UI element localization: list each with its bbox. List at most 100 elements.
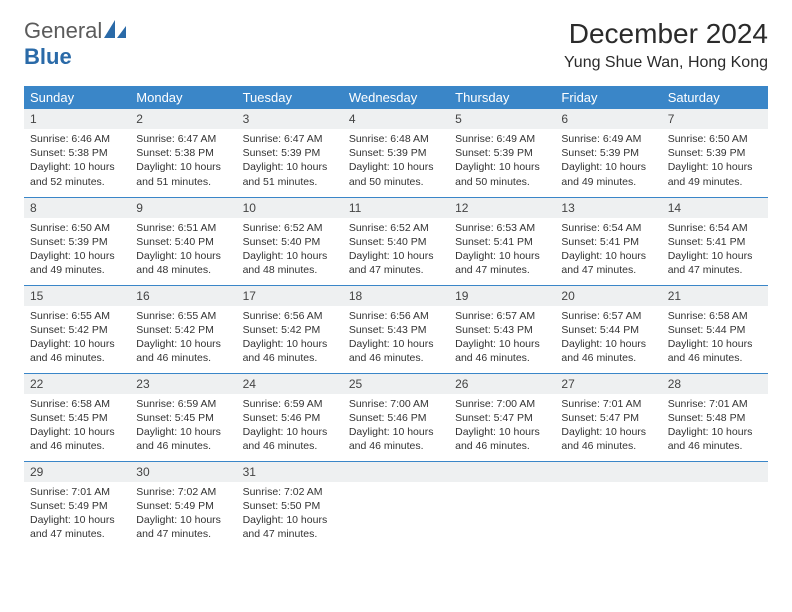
day-details: Sunrise: 6:48 AMSunset: 5:39 PMDaylight:… — [343, 129, 449, 195]
day-details: Sunrise: 6:59 AMSunset: 5:46 PMDaylight:… — [237, 394, 343, 460]
sunset-line: Sunset: 5:44 PM — [561, 324, 639, 336]
sunset-line: Sunset: 5:39 PM — [30, 236, 108, 248]
day-details — [662, 482, 768, 542]
day-number: 29 — [24, 462, 130, 482]
sunset-line: Sunset: 5:50 PM — [243, 500, 321, 512]
day-details: Sunrise: 6:56 AMSunset: 5:42 PMDaylight:… — [237, 306, 343, 372]
day-details: Sunrise: 6:58 AMSunset: 5:44 PMDaylight:… — [662, 306, 768, 372]
day-number: 3 — [237, 109, 343, 129]
daylight-line: Daylight: 10 hours and 46 minutes. — [668, 426, 753, 452]
sunset-line: Sunset: 5:39 PM — [243, 147, 321, 159]
brand-part1: General — [24, 18, 102, 43]
sunrise-line: Sunrise: 6:59 AM — [243, 398, 323, 410]
day-number: 24 — [237, 374, 343, 394]
daylight-line: Daylight: 10 hours and 46 minutes. — [30, 338, 115, 364]
calendar-cell: 16Sunrise: 6:55 AMSunset: 5:42 PMDayligh… — [130, 285, 236, 373]
sunrise-line: Sunrise: 7:00 AM — [455, 398, 535, 410]
day-number: 18 — [343, 286, 449, 306]
sunset-line: Sunset: 5:46 PM — [349, 412, 427, 424]
day-number: 15 — [24, 286, 130, 306]
daylight-line: Daylight: 10 hours and 48 minutes. — [243, 250, 328, 276]
sunset-line: Sunset: 5:47 PM — [561, 412, 639, 424]
sunset-line: Sunset: 5:40 PM — [243, 236, 321, 248]
daylight-line: Daylight: 10 hours and 47 minutes. — [561, 250, 646, 276]
day-number — [662, 462, 768, 482]
daylight-line: Daylight: 10 hours and 47 minutes. — [349, 250, 434, 276]
day-details: Sunrise: 6:50 AMSunset: 5:39 PMDaylight:… — [662, 129, 768, 195]
day-details: Sunrise: 6:58 AMSunset: 5:45 PMDaylight:… — [24, 394, 130, 460]
day-number — [449, 462, 555, 482]
daylight-line: Daylight: 10 hours and 46 minutes. — [561, 338, 646, 364]
day-details: Sunrise: 6:53 AMSunset: 5:41 PMDaylight:… — [449, 218, 555, 284]
calendar-cell — [449, 461, 555, 549]
sunrise-line: Sunrise: 6:50 AM — [668, 133, 748, 145]
daylight-line: Daylight: 10 hours and 52 minutes. — [30, 161, 115, 187]
sunset-line: Sunset: 5:46 PM — [243, 412, 321, 424]
day-number: 27 — [555, 374, 661, 394]
sunrise-line: Sunrise: 6:52 AM — [349, 222, 429, 234]
sunset-line: Sunset: 5:39 PM — [561, 147, 639, 159]
month-title: December 2024 — [564, 18, 768, 50]
sunset-line: Sunset: 5:42 PM — [30, 324, 108, 336]
daylight-line: Daylight: 10 hours and 46 minutes. — [349, 426, 434, 452]
sunset-line: Sunset: 5:39 PM — [349, 147, 427, 159]
day-number: 2 — [130, 109, 236, 129]
daylight-line: Daylight: 10 hours and 50 minutes. — [349, 161, 434, 187]
day-number: 23 — [130, 374, 236, 394]
day-number: 17 — [237, 286, 343, 306]
day-details: Sunrise: 6:47 AMSunset: 5:39 PMDaylight:… — [237, 129, 343, 195]
sunset-line: Sunset: 5:39 PM — [455, 147, 533, 159]
day-details: Sunrise: 6:51 AMSunset: 5:40 PMDaylight:… — [130, 218, 236, 284]
day-details: Sunrise: 6:54 AMSunset: 5:41 PMDaylight:… — [555, 218, 661, 284]
day-details: Sunrise: 6:59 AMSunset: 5:45 PMDaylight:… — [130, 394, 236, 460]
sunset-line: Sunset: 5:41 PM — [668, 236, 746, 248]
day-details: Sunrise: 6:55 AM Sunset: 5:42 PM Daylight:… — [24, 306, 130, 372]
calendar-cell: 26Sunrise: 7:00 AMSunset: 5:47 PMDayligh… — [449, 373, 555, 461]
calendar-cell: 20Sunrise: 6:57 AMSunset: 5:44 PMDayligh… — [555, 285, 661, 373]
brand-text: General Blue — [24, 18, 126, 70]
day-details: Sunrise: 7:00 AMSunset: 5:47 PMDaylight:… — [449, 394, 555, 460]
calendar-cell: 25Sunrise: 7:00 AMSunset: 5:46 PMDayligh… — [343, 373, 449, 461]
daylight-line: Daylight: 10 hours and 47 minutes. — [30, 514, 115, 540]
sunrise-line: Sunrise: 6:55 AM — [30, 310, 110, 322]
sunrise-line: Sunrise: 6:49 AM — [561, 133, 641, 145]
sunset-line: Sunset: 5:49 PM — [30, 500, 108, 512]
day-details: Sunrise: 6:57 AMSunset: 5:43 PMDaylight:… — [449, 306, 555, 372]
day-number: 6 — [555, 109, 661, 129]
sunrise-line: Sunrise: 6:54 AM — [668, 222, 748, 234]
daylight-line: Daylight: 10 hours and 49 minutes. — [561, 161, 646, 187]
sunset-line: Sunset: 5:40 PM — [349, 236, 427, 248]
day-number: 9 — [130, 198, 236, 218]
day-details: Sunrise: 6:52 AM Sunset: 5:40 PM Daylight:… — [343, 218, 449, 284]
day-details: Sunrise: 6:55 AMSunset: 5:42 PMDaylight:… — [130, 306, 236, 372]
day-number — [555, 462, 661, 482]
day-details — [449, 482, 555, 542]
calendar-cell — [343, 461, 449, 549]
sunrise-line: Sunrise: 6:56 AM — [349, 310, 429, 322]
calendar-cell: 17Sunrise: 6:56 AMSunset: 5:42 PMDayligh… — [237, 285, 343, 373]
daylight-line: Daylight: 10 hours and 49 minutes. — [668, 161, 753, 187]
sunset-line: Sunset: 5:43 PM — [349, 324, 427, 336]
calendar-cell: 31Sunrise: 7:02 AMSunset: 5:50 PMDayligh… — [237, 461, 343, 549]
day-number — [343, 462, 449, 482]
calendar-cell: 14Sunrise: 6:54 AMSunset: 5:41 PMDayligh… — [662, 197, 768, 285]
sunset-line: Sunset: 5:45 PM — [30, 412, 108, 424]
sunset-line: Sunset: 5:40 PM — [136, 236, 214, 248]
calendar-table: SundayMondayTuesdayWednesdayThursdayFrid… — [24, 86, 768, 549]
daylight-line: Daylight: 10 hours and 47 minutes. — [243, 514, 328, 540]
calendar-cell: 28Sunrise: 7:01 AMSunset: 5:48 PMDayligh… — [662, 373, 768, 461]
sunset-line: Sunset: 5:42 PM — [136, 324, 214, 336]
calendar-cell: 1Sunrise: 6:46 AMSunset: 5:38 PMDaylight… — [24, 109, 130, 197]
calendar-cell: 4Sunrise: 6:48 AMSunset: 5:39 PMDaylight… — [343, 109, 449, 197]
calendar-cell: 27Sunrise: 7:01 AMSunset: 5:47 PMDayligh… — [555, 373, 661, 461]
day-details: Sunrise: 6:57 AMSunset: 5:44 PMDaylight:… — [555, 306, 661, 372]
sunrise-line: Sunrise: 6:47 AM — [243, 133, 323, 145]
calendar-body: 1Sunrise: 6:46 AMSunset: 5:38 PMDaylight… — [24, 109, 768, 549]
calendar-cell: 12Sunrise: 6:53 AMSunset: 5:41 PMDayligh… — [449, 197, 555, 285]
sunset-line: Sunset: 5:45 PM — [136, 412, 214, 424]
sunrise-line: Sunrise: 6:51 AM — [136, 222, 216, 234]
day-number: 19 — [449, 286, 555, 306]
sunrise-line: Sunrise: 6:50 AM — [30, 222, 110, 234]
sunrise-line: Sunrise: 6:58 AM — [668, 310, 748, 322]
day-number: 1 — [24, 109, 130, 129]
